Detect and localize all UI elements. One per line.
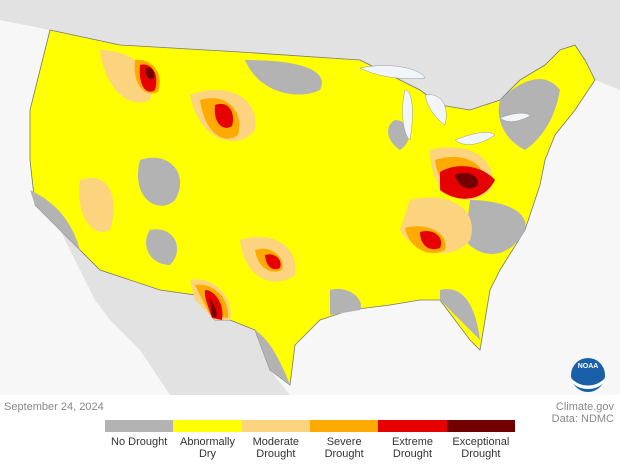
legend-swatch (446, 420, 515, 432)
legend-label: No Drought (111, 436, 168, 448)
credit: Climate.gov (555, 401, 614, 413)
canada (0, 0, 620, 110)
logo-circle (571, 358, 605, 392)
date: September 24, 2024 (4, 401, 104, 413)
legend-swatch (241, 420, 310, 432)
legend-label: Exceptional Drought (452, 436, 510, 460)
legend-label: Abnormally Dry (179, 436, 236, 460)
legend-swatch (173, 420, 242, 432)
legend-swatch (105, 420, 174, 432)
map: NOAA (0, 0, 620, 395)
legend-label: Extreme Drought (392, 436, 433, 460)
no-drought-areas (30, 60, 560, 385)
noaa-logo: NOAA (571, 358, 605, 392)
legend-swatch (378, 420, 447, 432)
legend: No Drought Abnormally Dry Moderate Drought… (105, 420, 515, 464)
mexico (60, 230, 290, 395)
legend-swatch (310, 420, 379, 432)
legend-label: Moderate Drought (252, 436, 300, 460)
source: Data: NDMC (551, 413, 614, 425)
logo-wave (571, 378, 605, 389)
logo-text: NOAA (578, 363, 599, 370)
exceptional-areas (145, 67, 479, 318)
usa (29, 29, 596, 386)
great-lakes (359, 65, 531, 145)
legend-label: Severe Drought (324, 436, 364, 460)
